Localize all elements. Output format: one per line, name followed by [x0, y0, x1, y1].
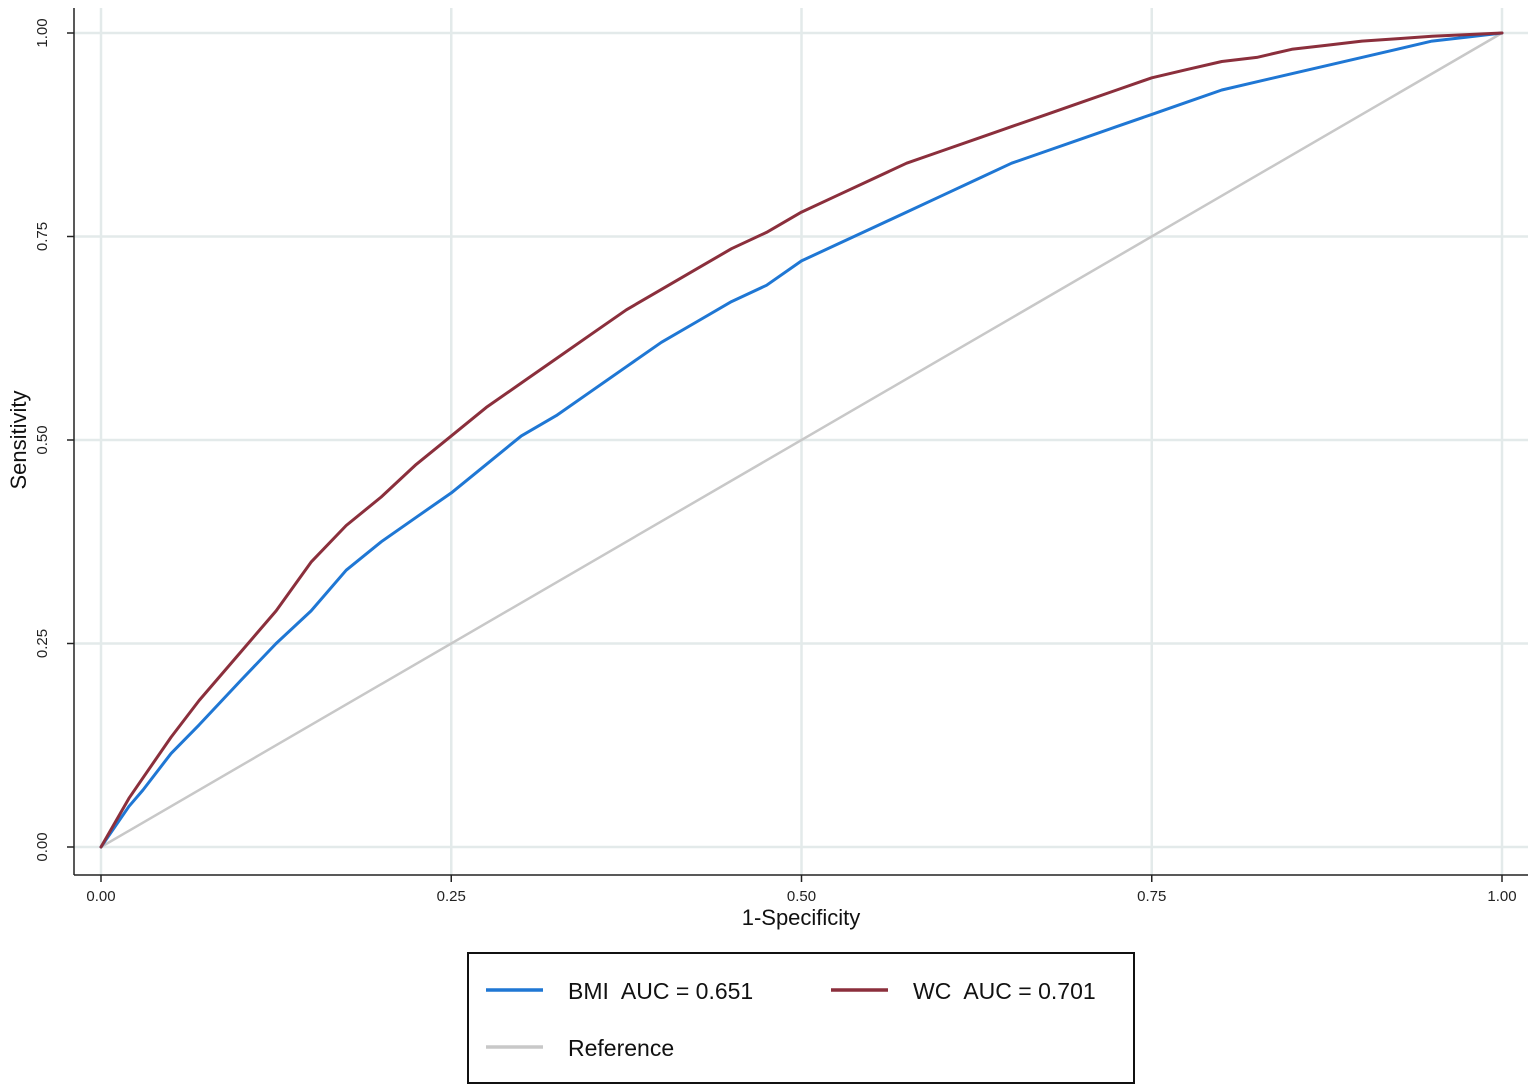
bmi-legend-part: AUC = 0.651	[621, 978, 753, 1004]
bmi-curve	[99, 31, 1504, 849]
legend-items: BMI AUC = 0.651 WC AUC = 0.701 Reference	[486, 978, 1096, 1061]
x-tick-label: 0.75	[1137, 888, 1166, 905]
bmi-legend-part: BMI	[568, 978, 609, 1004]
x-tick-label: 0.00	[86, 888, 115, 905]
x-tick-label: 0.50	[787, 888, 816, 905]
bmi-legend-label: BMI AUC = 0.651	[568, 978, 753, 1004]
tick-layer: 0.00 0.25 0.50 0.75 1.00 0.00 0.25 0.50 0.75 1.00	[34, 18, 1517, 905]
wc-curve	[99, 31, 1504, 849]
reference-legend-part: Reference	[568, 1035, 674, 1061]
grid-lines	[74, 8, 1528, 875]
reference-curve	[99, 31, 1504, 849]
y-tick-label: 0.00	[34, 832, 51, 861]
curve-layer	[99, 31, 1504, 849]
x-tick-label: 1.00	[1487, 888, 1516, 905]
wc-legend-part: WC	[913, 978, 951, 1004]
legend-box	[467, 952, 1135, 1084]
y-tick-label: 0.75	[34, 222, 51, 251]
y-axis-title: Sensitivity	[6, 390, 31, 489]
y-tick-label: 0.50	[34, 425, 51, 454]
legend: BMI AUC = 0.651 WC AUC = 0.701 Reference	[467, 952, 1135, 1084]
wc-legend-part: AUC = 0.701	[963, 978, 1095, 1004]
x-axis-title: 1-Specificity	[742, 905, 861, 930]
wc-legend-label: WC AUC = 0.701	[913, 978, 1096, 1004]
reference-legend-label: Reference	[568, 1035, 674, 1061]
y-tick-label: 0.25	[34, 629, 51, 658]
y-tick-label: 1.00	[34, 18, 51, 47]
x-tick-label: 0.25	[437, 888, 466, 905]
